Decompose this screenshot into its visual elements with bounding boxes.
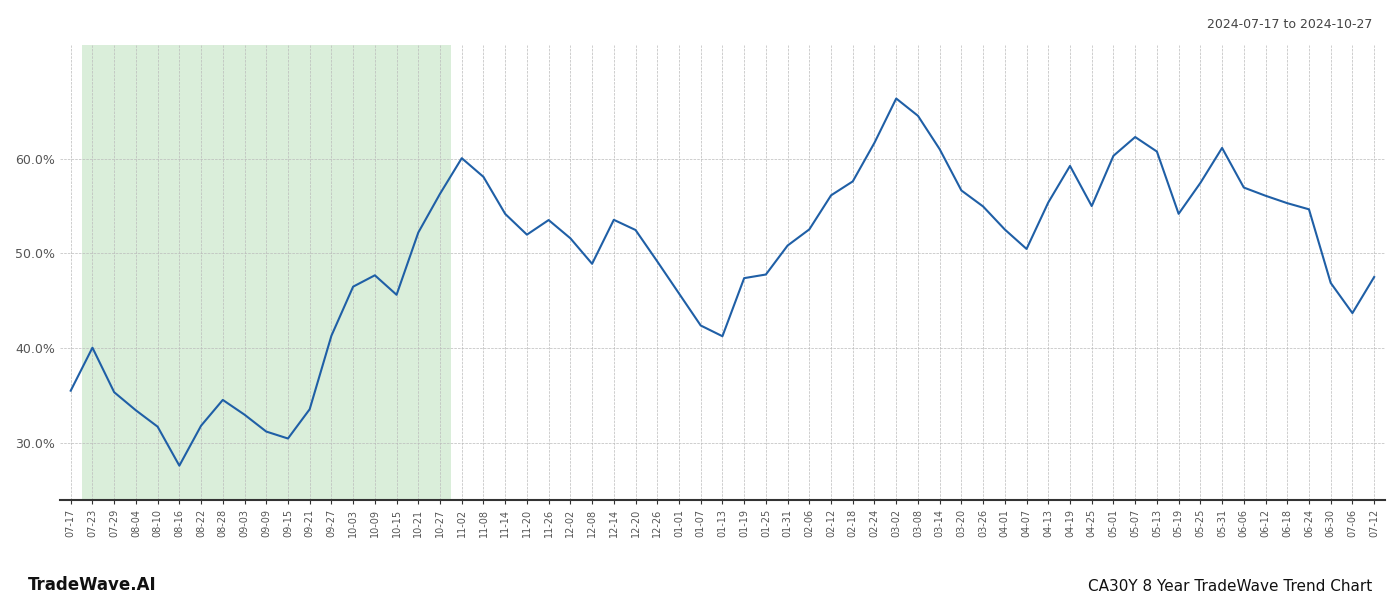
Text: CA30Y 8 Year TradeWave Trend Chart: CA30Y 8 Year TradeWave Trend Chart <box>1088 579 1372 594</box>
Text: 2024-07-17 to 2024-10-27: 2024-07-17 to 2024-10-27 <box>1207 18 1372 31</box>
Bar <box>81 45 451 500</box>
Text: TradeWave.AI: TradeWave.AI <box>28 576 157 594</box>
